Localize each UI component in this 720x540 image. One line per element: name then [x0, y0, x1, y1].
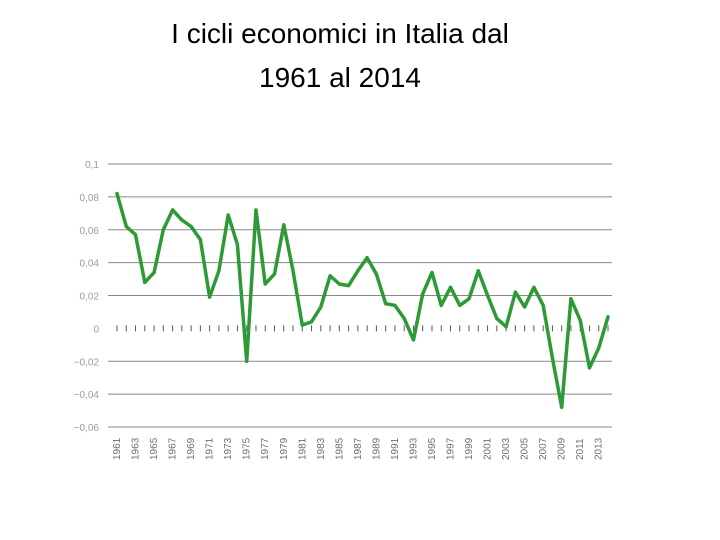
- y-tick-label: 0,08: [80, 193, 100, 204]
- data-point: [115, 191, 119, 196]
- x-tick-label: 1997: [446, 437, 457, 460]
- y-tick-label: −0,04: [74, 390, 100, 401]
- x-tick-label: 2011: [575, 438, 586, 460]
- data-point: [309, 320, 314, 324]
- data-point: [458, 303, 462, 307]
- x-tick-label: 2007: [538, 437, 549, 460]
- data-point: [217, 269, 221, 273]
- data-point: [374, 272, 378, 276]
- x-tick-label: 1989: [371, 437, 382, 460]
- data-point: [550, 356, 555, 360]
- y-tick-label: −0,06: [74, 423, 100, 434]
- x-tick-label: 1969: [186, 437, 197, 460]
- data-point: [226, 213, 230, 217]
- chart-title: I cicli economici in Italia dal 1961 al …: [80, 12, 600, 100]
- x-tick-label: 1999: [464, 437, 475, 460]
- y-axis-ticks: 0,1 0,08 0,06 0,04 0,02 0 −0,02 −0,04 −0,06: [74, 160, 100, 434]
- data-point: [606, 315, 610, 319]
- gridlines: [108, 163, 612, 428]
- data-point: [532, 285, 536, 289]
- x-tick-label: 1963: [131, 437, 142, 460]
- data-point: [476, 269, 480, 273]
- x-tick-label: 1985: [334, 437, 345, 460]
- data-point: [504, 325, 508, 329]
- data-point: [560, 405, 564, 409]
- y-tick-label: 0,02: [80, 292, 100, 303]
- chart-title-line-2: 1961 al 2014: [259, 62, 421, 93]
- data-point: [152, 270, 156, 275]
- x-tick-label: 2003: [501, 437, 512, 460]
- data-point: [495, 316, 499, 321]
- data-point: [337, 282, 341, 286]
- data-point: [365, 256, 369, 260]
- data-point: [133, 233, 138, 237]
- series-group: [115, 191, 610, 410]
- data-point: [569, 297, 573, 301]
- data-point: [198, 238, 202, 242]
- x-tick-label: 1979: [279, 437, 290, 460]
- data-point: [430, 270, 434, 275]
- y-tick-label: −0,02: [74, 357, 100, 368]
- data-point: [300, 323, 304, 327]
- data-point: [411, 338, 416, 342]
- x-tick-label: 1991: [390, 437, 401, 460]
- data-point: [439, 303, 443, 307]
- data-point: [189, 224, 193, 229]
- y-tick-label: 0,04: [80, 259, 100, 270]
- x-tick-label: 2009: [557, 437, 568, 460]
- data-point: [541, 303, 545, 307]
- data-point: [356, 269, 360, 273]
- x-tick-label: 1961: [112, 437, 123, 460]
- x-tick-label: 1965: [149, 437, 160, 460]
- data-point: [421, 292, 425, 296]
- data-point: [597, 346, 601, 350]
- data-point: [485, 293, 490, 298]
- data-point: [161, 228, 165, 232]
- data-point: [291, 269, 295, 273]
- x-tick-label: 1971: [205, 437, 216, 460]
- data-point: [402, 316, 406, 321]
- x-tick-label: 1981: [297, 437, 308, 460]
- data-point: [245, 359, 249, 363]
- data-point: [235, 242, 240, 247]
- data-point: [328, 274, 332, 278]
- data-point: [170, 208, 175, 212]
- data-point: [143, 280, 147, 284]
- data-point: [587, 366, 592, 370]
- x-tick-label: 1977: [260, 437, 271, 460]
- data-point: [513, 290, 517, 294]
- data-point: [319, 305, 323, 309]
- x-tick-label: 2005: [520, 437, 531, 460]
- x-tick-label: 1967: [168, 437, 179, 460]
- data-point: [263, 282, 267, 286]
- y-tick-label: 0,06: [80, 226, 100, 237]
- chart-title-line-1: I cicli economici in Italia dal: [171, 18, 509, 49]
- data-point: [180, 218, 184, 222]
- data-point: [282, 223, 286, 227]
- data-point: [124, 224, 128, 229]
- x-tick-label: 1983: [316, 437, 327, 460]
- data-point: [254, 208, 258, 212]
- y-tick-label: 0: [93, 324, 99, 335]
- x-tick-label: 2001: [483, 437, 494, 460]
- x-tick-label: 1975: [242, 437, 253, 460]
- data-point: [208, 295, 212, 299]
- data-point: [347, 284, 351, 288]
- x-axis: 1961 1963 1965 1967 1969 1971 1973 1975 1977 1979…: [112, 325, 609, 460]
- x-tick-label: 2013: [594, 437, 605, 460]
- data-point: [393, 303, 397, 307]
- data-point: [467, 297, 471, 301]
- data-point: [523, 305, 527, 309]
- x-tick-label: 1973: [223, 437, 234, 460]
- x-tick-label: 1995: [427, 437, 438, 460]
- series-line-0: [115, 191, 610, 410]
- data-point: [578, 318, 582, 322]
- x-tick-label: 1993: [408, 437, 419, 460]
- data-point: [448, 285, 453, 289]
- x-tick-label: 1987: [353, 437, 364, 460]
- data-point: [272, 272, 277, 276]
- data-point: [384, 302, 388, 306]
- y-tick-label: 0,1: [85, 160, 99, 171]
